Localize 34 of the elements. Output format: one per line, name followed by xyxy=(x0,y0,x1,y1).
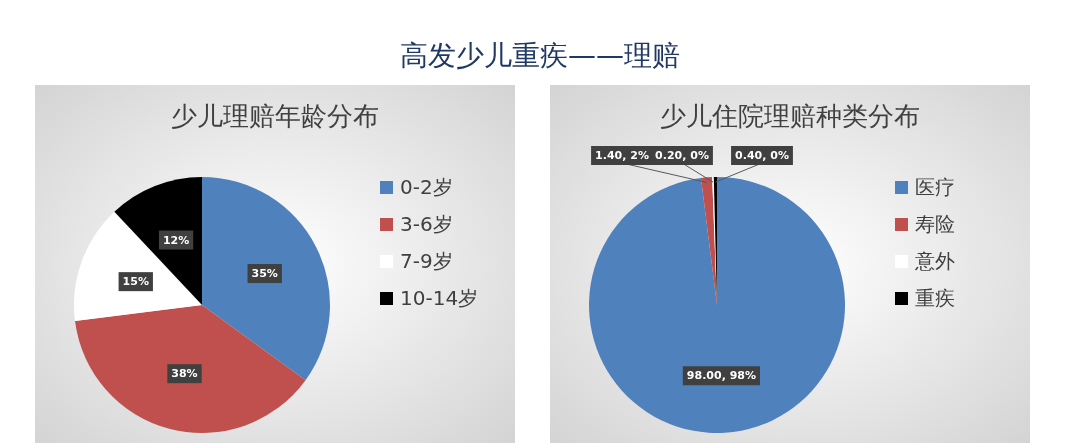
legend-item: 意外 xyxy=(895,249,955,273)
data-label: 0.40, 0% xyxy=(731,146,793,165)
legend-label: 医疗 xyxy=(915,175,955,199)
chart-title: 少儿住院理赔种类分布 xyxy=(660,101,920,131)
legend-item: 10-14岁 xyxy=(380,286,479,310)
pie-slice xyxy=(202,177,330,381)
data-label: 1.40, 2% xyxy=(591,146,653,165)
pie-slice xyxy=(75,305,306,433)
legend-item: 7-9岁 xyxy=(380,249,453,273)
data-label: 15% xyxy=(118,272,153,292)
legend-item: 寿险 xyxy=(895,212,955,236)
data-label: 1.40, 2% xyxy=(595,149,649,162)
data-label: 98.00, 98% xyxy=(682,366,760,386)
data-label: 38% xyxy=(167,364,202,384)
pie-slice xyxy=(589,177,845,433)
data-label: 0.40, 0% xyxy=(735,149,789,162)
legend-label: 重疾 xyxy=(915,286,955,310)
pie-slice xyxy=(74,211,202,322)
legend-label: 3-6岁 xyxy=(400,212,453,236)
legend-label: 10-14岁 xyxy=(400,286,479,310)
legend-label: 意外 xyxy=(914,249,955,273)
data-label: 0.20, 0% xyxy=(655,149,709,162)
text: 高发少儿重疾——理赔 xyxy=(400,39,680,72)
legend-item: 重疾 xyxy=(895,286,955,310)
legend-item: 3-6岁 xyxy=(380,212,453,236)
pie-slice xyxy=(114,177,202,305)
legend-item: 医疗 xyxy=(895,175,955,199)
legend-label: 寿险 xyxy=(915,212,955,236)
legend-item: 0-2岁 xyxy=(380,175,453,199)
chart-title: 少儿理赔年龄分布 xyxy=(171,101,379,131)
legend-label: 0-2岁 xyxy=(400,175,453,199)
data-label: 0.20, 0% xyxy=(651,146,713,165)
data-label: 35% xyxy=(247,264,282,284)
legend-label: 7-9岁 xyxy=(400,249,453,273)
